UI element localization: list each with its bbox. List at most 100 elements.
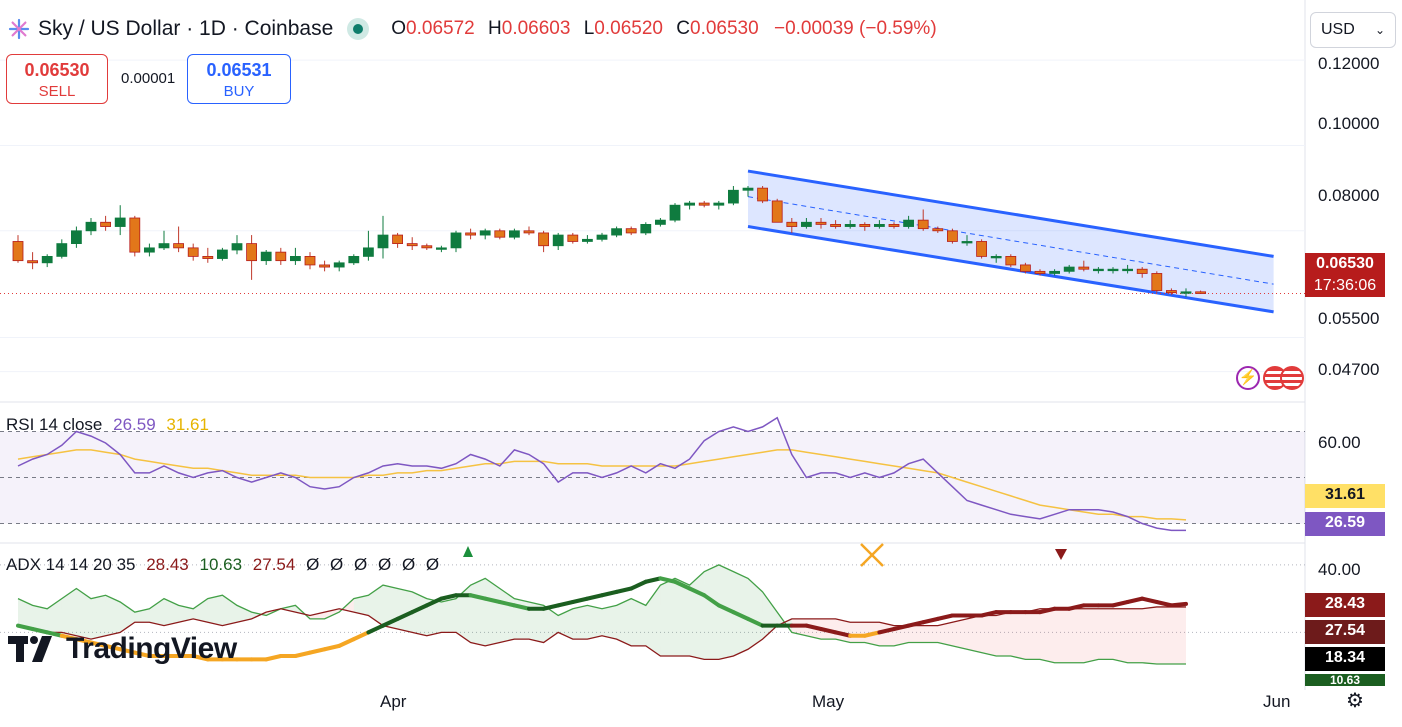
candle-body (552, 234, 564, 247)
signal-up-marker (463, 546, 473, 557)
candle-body (1195, 291, 1206, 294)
candle-body (611, 228, 622, 236)
currency-select[interactable]: USD ⌄ (1310, 12, 1396, 48)
low-label: L (583, 18, 595, 39)
x-axis-label: Jun (1263, 692, 1291, 711)
di-fill (616, 598, 632, 646)
open-value: 0.06572 (406, 18, 475, 39)
adx-value-2: 10.63 (199, 555, 243, 574)
sell-price: 0.06530 (24, 60, 90, 80)
buy-button[interactable]: 0.06531 BUY (187, 54, 291, 104)
brand-name: TradingView (66, 632, 237, 665)
price-axis-label: 0.04700 (1318, 360, 1380, 379)
settings-gear-icon[interactable]: ⚙ (1346, 690, 1364, 712)
adx-line-segment (1038, 606, 1057, 615)
adx-line-segment (483, 596, 502, 604)
adx-line-segment (935, 613, 955, 621)
candle-body (917, 219, 929, 230)
di-fill (47, 598, 62, 633)
adx-line-segment (892, 623, 911, 631)
di-fill (368, 585, 383, 626)
di-fill (61, 588, 77, 636)
candle-body (523, 230, 535, 234)
adx-line-segment (366, 623, 385, 635)
adx-empty: Ø (306, 555, 320, 574)
candle-body (786, 221, 798, 227)
di-fill (1098, 608, 1113, 660)
di-fill (310, 612, 325, 619)
candle-body (377, 234, 389, 249)
di-fill (397, 588, 413, 633)
candle-body (932, 228, 944, 232)
change-value: −0.00039 (−0.59%) (773, 18, 937, 39)
symbol-title[interactable]: Sky / US Dollar · 1D · Coinbase (38, 17, 334, 40)
di-fill (558, 608, 573, 640)
adx-line-segment (1111, 600, 1130, 608)
candle-body (304, 255, 316, 266)
di-fill (353, 595, 369, 616)
candle-body (976, 241, 987, 257)
price-axis-label: 0.12000 (1318, 54, 1380, 73)
candle-body (27, 260, 39, 264)
adx-empty: Ø (354, 555, 368, 574)
adx-empty: Ø (425, 555, 440, 574)
candle-body (1151, 273, 1163, 291)
candle-body (947, 230, 958, 242)
high-value: 0.06603 (501, 18, 571, 39)
lightning-icon[interactable]: ⚡ (1236, 366, 1260, 390)
adx-line-segment (308, 647, 327, 655)
us-flag-icon[interactable] (1280, 366, 1304, 390)
signal-cross-marker (860, 543, 884, 567)
adx-line-segment (1140, 596, 1159, 604)
buy-label: BUY (223, 83, 255, 100)
market-status-icon[interactable] (347, 18, 370, 40)
candle-body (582, 238, 593, 242)
di-fill (631, 598, 646, 646)
adx-line-segment (819, 627, 838, 635)
rsi-ma-value: 31.61 (166, 415, 209, 434)
adx-line-segment (731, 610, 750, 621)
di-fill (222, 595, 237, 626)
adx-line-segment (716, 603, 736, 615)
last-price-tag: 0.06530 17:36:06 (1305, 253, 1385, 297)
adx-line-segment (439, 593, 458, 601)
di-fill (149, 598, 164, 626)
di-fill (572, 605, 588, 640)
candle-body (158, 243, 170, 249)
adx-line-segment (512, 603, 531, 611)
candle-body (187, 247, 199, 257)
adx-line-segment (877, 627, 896, 635)
di-fill (32, 605, 48, 633)
candle-body (129, 217, 141, 253)
di-fill (134, 608, 150, 623)
di-fill (689, 571, 705, 660)
sell-button[interactable]: 0.06530 SELL (6, 54, 108, 104)
adx-legend[interactable]: ADX 14 14 20 35 28.43 10.63 27.54 Ø Ø Ø … (6, 555, 439, 575)
spread-value: 0.00001 (121, 70, 176, 87)
adx-line-segment (614, 586, 634, 594)
signal-down-marker (1055, 549, 1067, 560)
adx-line-segment (337, 637, 356, 648)
candle-body (289, 255, 301, 262)
di-fill (850, 622, 865, 643)
rsi-ma-line (17, 449, 1187, 521)
candle-body (771, 200, 783, 223)
di-fill (441, 598, 456, 633)
tradingview-mark-icon (8, 636, 52, 662)
adx-line-segment (746, 616, 765, 628)
candle-body (41, 255, 53, 264)
candle-body (173, 243, 185, 249)
candle-body (859, 223, 871, 227)
candle-body (362, 247, 374, 257)
adx-line-segment (979, 610, 999, 618)
rsi-legend[interactable]: RSI 14 close 26.59 31.61 (6, 415, 209, 435)
candle-body (56, 243, 68, 257)
candle-body (1107, 268, 1119, 272)
di-fill (164, 598, 179, 626)
candle-body (348, 255, 360, 264)
candle-body (669, 204, 681, 221)
candle-body (888, 223, 900, 227)
candle-body (990, 255, 1002, 259)
